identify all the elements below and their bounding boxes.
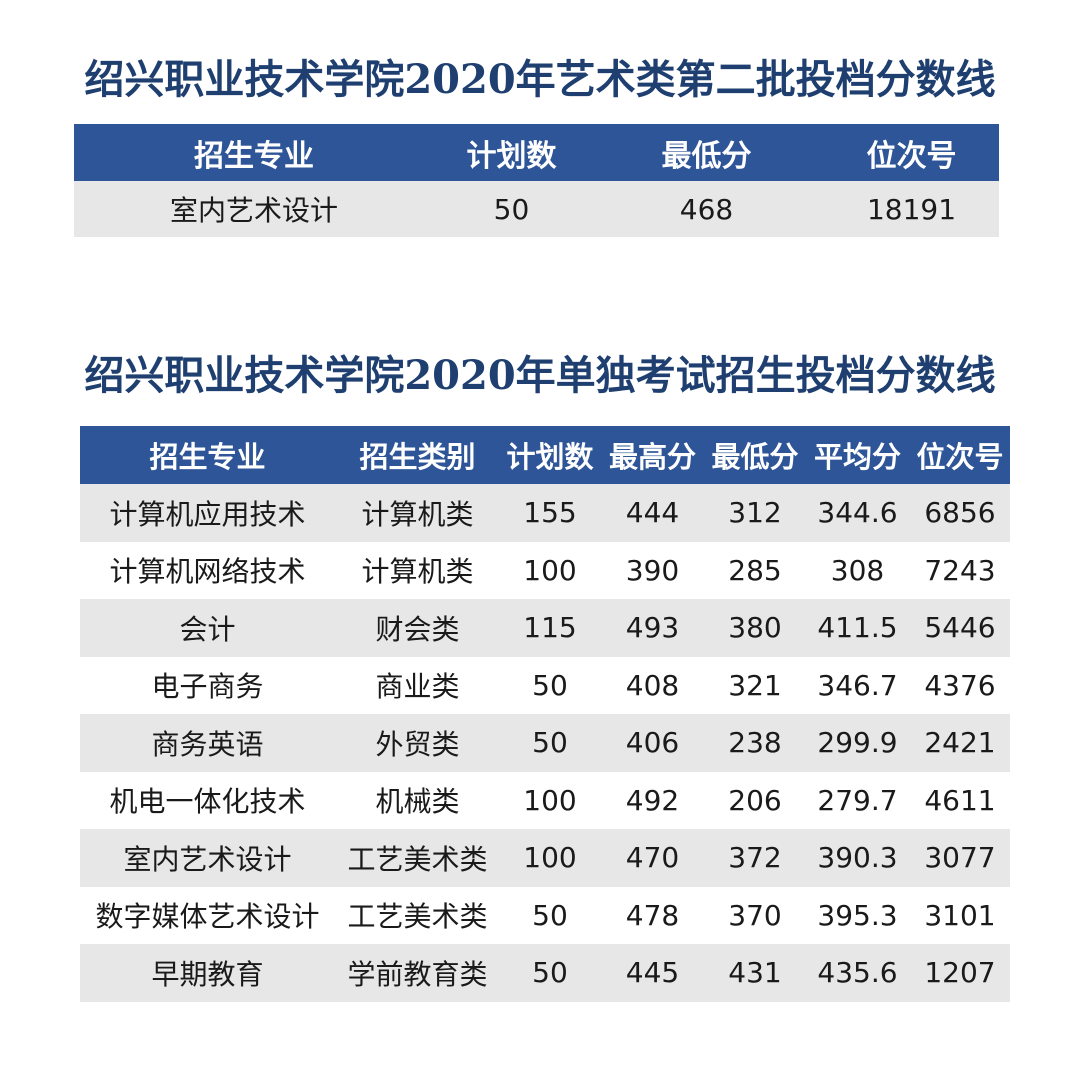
- table-cell: 100: [500, 829, 600, 887]
- table-cell: 机电一体化技术: [80, 771, 335, 829]
- table-cell: 计算机类: [335, 484, 500, 542]
- table-cell: 406: [600, 714, 705, 772]
- table-row: 会计 财会类 115 493 380 411.5 5446: [80, 599, 1010, 657]
- header-category: 招生类别: [335, 426, 500, 484]
- header-min-score: 最低分: [589, 124, 824, 181]
- table-cell: 493: [600, 599, 705, 657]
- header-min-score: 最低分: [705, 426, 805, 484]
- table-cell: 50: [500, 714, 600, 772]
- table-cell: 308: [805, 541, 910, 599]
- table-cell: 50: [500, 944, 600, 1002]
- table-cell: 5446: [910, 599, 1010, 657]
- single-exam-score-table: 招生专业 招生类别 计划数 最高分 最低分 平均分 位次号 计算机应用技术 计算机…: [80, 426, 1010, 1002]
- table-cell: 4376: [910, 656, 1010, 714]
- table-cell: 电子商务: [80, 656, 335, 714]
- table-cell: 431: [705, 944, 805, 1002]
- header-plan-count: 计划数: [434, 124, 589, 181]
- table-cell: 478: [600, 886, 705, 944]
- table-cell: 50: [500, 656, 600, 714]
- table-cell: 395.3: [805, 886, 910, 944]
- table-cell: 计算机类: [335, 541, 500, 599]
- table-cell: 室内艺术设计: [80, 829, 335, 887]
- table-cell: 早期教育: [80, 944, 335, 1002]
- art-batch-table-body: 室内艺术设计 50 468 18191: [74, 181, 999, 237]
- table-row: 室内艺术设计 工艺美术类 100 470 372 390.3 3077: [80, 829, 1010, 887]
- table-cell: 1207: [910, 944, 1010, 1002]
- table-cell: 299.9: [805, 714, 910, 772]
- art-batch-score-table: 招生专业 计划数 最低分 位次号 室内艺术设计 50 468 18191: [74, 124, 999, 237]
- table-cell: 346.7: [805, 656, 910, 714]
- table-cell: 445: [600, 944, 705, 1002]
- table-cell: 279.7: [805, 771, 910, 829]
- art-batch-title: 绍兴职业技术学院2020年艺术类第二批投档分数线: [84, 56, 996, 103]
- single-exam-table-body: 计算机应用技术 计算机类 155 444 312 344.6 6856 计算机网络技术 计算机类…: [80, 484, 1010, 1002]
- table-cell: 468: [589, 181, 824, 237]
- table-cell: 390.3: [805, 829, 910, 887]
- table-cell: 18191: [824, 181, 999, 237]
- table-cell: 238: [705, 714, 805, 772]
- table-row: 机电一体化技术 机械类 100 492 206 279.7 4611: [80, 771, 1010, 829]
- table-cell: 492: [600, 771, 705, 829]
- single-exam-title: 绍兴职业技术学院2020年单独考试招生投档分数线: [84, 352, 996, 399]
- table-cell: 4611: [910, 771, 1010, 829]
- header-rank: 位次号: [910, 426, 1010, 484]
- table-cell: 50: [434, 181, 589, 237]
- table-cell: 7243: [910, 541, 1010, 599]
- table-cell: 344.6: [805, 484, 910, 542]
- table-cell: 444: [600, 484, 705, 542]
- table-cell: 工艺美术类: [335, 829, 500, 887]
- table-cell: 计算机网络技术: [80, 541, 335, 599]
- table-header-row: 招生专业 招生类别 计划数 最高分 最低分 平均分 位次号: [80, 426, 1010, 484]
- table-cell: 470: [600, 829, 705, 887]
- table-row: 计算机应用技术 计算机类 155 444 312 344.6 6856: [80, 484, 1010, 542]
- table-cell: 390: [600, 541, 705, 599]
- table-cell: 外贸类: [335, 714, 500, 772]
- table-cell: 室内艺术设计: [74, 181, 434, 237]
- table-cell: 50: [500, 886, 600, 944]
- table-cell: 100: [500, 771, 600, 829]
- table-cell: 商务英语: [80, 714, 335, 772]
- table-cell: 数字媒体艺术设计: [80, 886, 335, 944]
- table-cell: 435.6: [805, 944, 910, 1002]
- table-cell: 6856: [910, 484, 1010, 542]
- header-plan-count: 计划数: [500, 426, 600, 484]
- table-cell: 321: [705, 656, 805, 714]
- table-cell: 370: [705, 886, 805, 944]
- table-cell: 372: [705, 829, 805, 887]
- table-cell: 155: [500, 484, 600, 542]
- header-avg-score: 平均分: [805, 426, 910, 484]
- table-cell: 财会类: [335, 599, 500, 657]
- table-cell: 工艺美术类: [335, 886, 500, 944]
- table-row: 商务英语 外贸类 50 406 238 299.9 2421: [80, 714, 1010, 772]
- header-major: 招生专业: [80, 426, 335, 484]
- table-row: 数字媒体艺术设计 工艺美术类 50 478 370 395.3 3101: [80, 886, 1010, 944]
- table-cell: 206: [705, 771, 805, 829]
- table-cell: 411.5: [805, 599, 910, 657]
- table-cell: 计算机应用技术: [80, 484, 335, 542]
- table-row: 早期教育 学前教育类 50 445 431 435.6 1207: [80, 944, 1010, 1002]
- table-cell: 115: [500, 599, 600, 657]
- table-cell: 3077: [910, 829, 1010, 887]
- table-cell: 机械类: [335, 771, 500, 829]
- table-header-row: 招生专业 计划数 最低分 位次号: [74, 124, 999, 181]
- header-max-score: 最高分: [600, 426, 705, 484]
- table-row: 计算机网络技术 计算机类 100 390 285 308 7243: [80, 541, 1010, 599]
- table-cell: 2421: [910, 714, 1010, 772]
- table-cell: 3101: [910, 886, 1010, 944]
- table-cell: 100: [500, 541, 600, 599]
- table-row: 室内艺术设计 50 468 18191: [74, 181, 999, 237]
- table-cell: 380: [705, 599, 805, 657]
- table-cell: 商业类: [335, 656, 500, 714]
- table-cell: 312: [705, 484, 805, 542]
- table-cell: 学前教育类: [335, 944, 500, 1002]
- table-row: 电子商务 商业类 50 408 321 346.7 4376: [80, 656, 1010, 714]
- header-rank: 位次号: [824, 124, 999, 181]
- header-major: 招生专业: [74, 124, 434, 181]
- table-cell: 408: [600, 656, 705, 714]
- table-cell: 会计: [80, 599, 335, 657]
- table-cell: 285: [705, 541, 805, 599]
